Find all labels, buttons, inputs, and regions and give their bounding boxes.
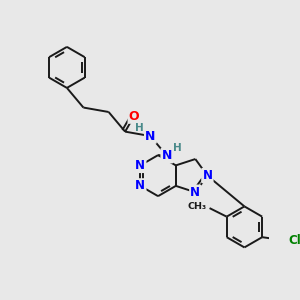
Text: O: O [129,110,140,123]
Text: N: N [135,179,145,192]
Text: N: N [190,186,200,199]
Text: H: H [135,123,144,133]
Text: N: N [202,169,212,182]
Text: H: H [173,143,182,153]
Text: CH₃: CH₃ [187,202,206,211]
Text: Cl: Cl [288,233,300,247]
Text: N: N [162,149,172,162]
Text: N: N [135,159,145,172]
Text: N: N [145,130,156,142]
